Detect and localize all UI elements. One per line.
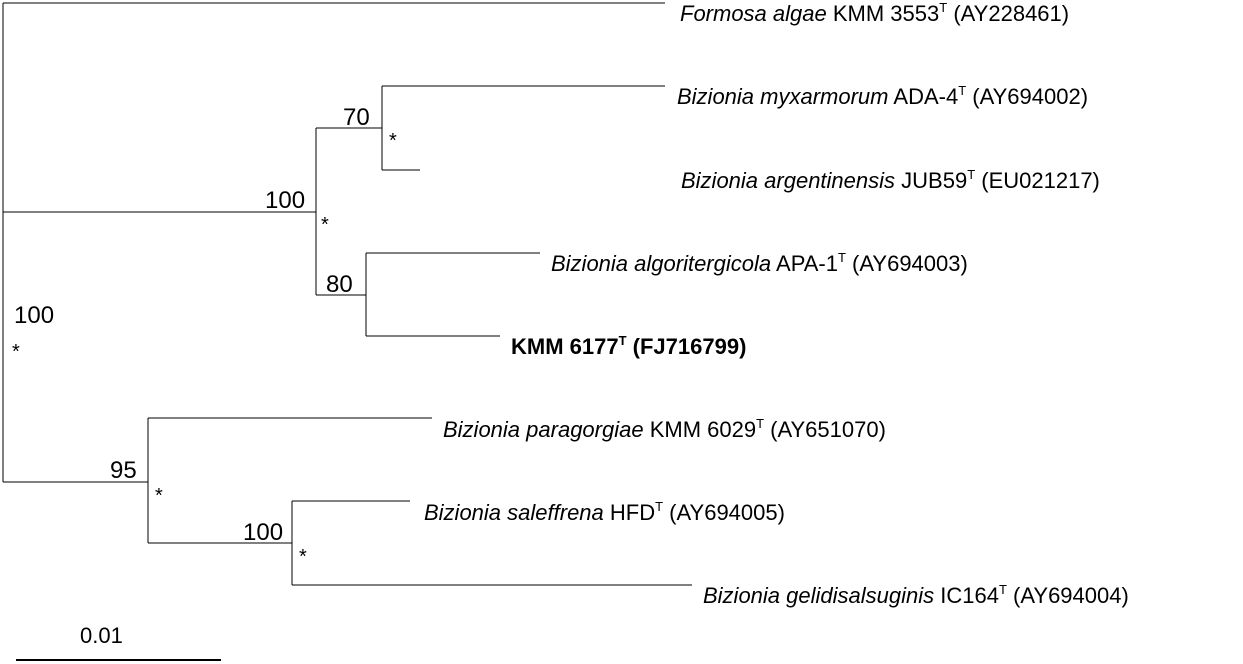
leaf-accession: (EU021217): [975, 168, 1100, 193]
leaf-species-name: Bizionia gelidisalsuginis: [703, 583, 934, 608]
leaf-accession: (AY694004): [1007, 583, 1129, 608]
leaf-type-strain-marker: T: [939, 0, 947, 15]
leaf-strain: ADA-4: [889, 84, 959, 109]
leaf-species-name: Bizionia argentinensis: [681, 168, 895, 193]
leaf-label: Bizionia argentinensis JUB59T (EU021217): [681, 167, 1100, 193]
leaf-accession: (FJ716799): [627, 334, 747, 359]
bootstrap-root-star: *: [12, 341, 20, 363]
leaf-label: Bizionia algoritergicola APA-1T (AY69400…: [551, 250, 968, 276]
leaf-strain: KMM 3553: [827, 1, 940, 26]
leaf-label: Bizionia gelidisalsuginis IC164T (AY6940…: [703, 582, 1129, 608]
leaf-strain: KMM 6029: [644, 417, 757, 442]
bootstrap-group-95-star: *: [155, 485, 163, 507]
leaf-label: KMM 6177T (FJ716799): [511, 333, 746, 359]
leaf-strain: JUB59: [895, 168, 967, 193]
leaf-accession: (AY694005): [663, 500, 785, 525]
bootstrap-group-95: 95: [110, 457, 137, 484]
bootstrap-root: 100: [14, 302, 54, 329]
leaf-species-name: Bizionia paragorgiae: [443, 417, 644, 442]
leaf-labels: Formosa algae KMM 3553T (AY228461) Bizio…: [424, 0, 1129, 608]
leaf-species-name: Bizionia saleffrena: [424, 500, 604, 525]
leaf-type-strain-marker: T: [958, 83, 966, 98]
bootstrap-values: 100 * 100 * 70 * 80 95 * 100 *: [12, 104, 397, 568]
leaf-strain: HFD: [604, 500, 655, 525]
leaf-type-strain-marker: T: [838, 250, 846, 265]
bootstrap-node-100-inner: 100: [243, 519, 283, 546]
leaf-accession: (AY651070): [764, 417, 886, 442]
leaf-label: Formosa algae KMM 3553T (AY228461): [680, 0, 1069, 26]
bootstrap-node-100-inner-star: *: [299, 546, 307, 568]
tree-branches: [2, 2, 692, 661]
leaf-label: Bizionia myxarmorum ADA-4T (AY694002): [677, 83, 1088, 109]
leaf-type-strain-marker: T: [967, 167, 975, 182]
leaf-type-strain-marker: T: [756, 416, 764, 431]
bootstrap-bizionia-main-star: *: [321, 214, 329, 236]
leaf-label: Bizionia paragorgiae KMM 6029T (AY651070…: [443, 416, 886, 442]
leaf-strain: APA-1: [771, 251, 838, 276]
leaf-accession: (AY694003): [846, 251, 968, 276]
leaf-species-name: Formosa algae: [680, 1, 827, 26]
leaf-type-strain-marker: T: [999, 582, 1007, 597]
leaf-strain: KMM 6177: [511, 334, 619, 359]
scale-bar-label: 0.01: [80, 623, 123, 648]
bootstrap-node-70-star: *: [389, 130, 397, 152]
leaf-accession: (AY228461): [947, 1, 1069, 26]
leaf-accession: (AY694002): [966, 84, 1088, 109]
leaf-type-strain-marker: T: [619, 333, 627, 348]
leaf-strain: IC164: [934, 583, 999, 608]
leaf-label: Bizionia saleffrena HFDT (AY694005): [424, 499, 785, 525]
bootstrap-node-80: 80: [326, 271, 353, 298]
bootstrap-bizionia-main: 100: [265, 187, 305, 214]
leaf-species-name: Bizionia algoritergicola: [551, 251, 771, 276]
bootstrap-node-70: 70: [343, 104, 370, 131]
leaf-species-name: Bizionia myxarmorum: [677, 84, 889, 109]
leaf-type-strain-marker: T: [655, 499, 663, 514]
